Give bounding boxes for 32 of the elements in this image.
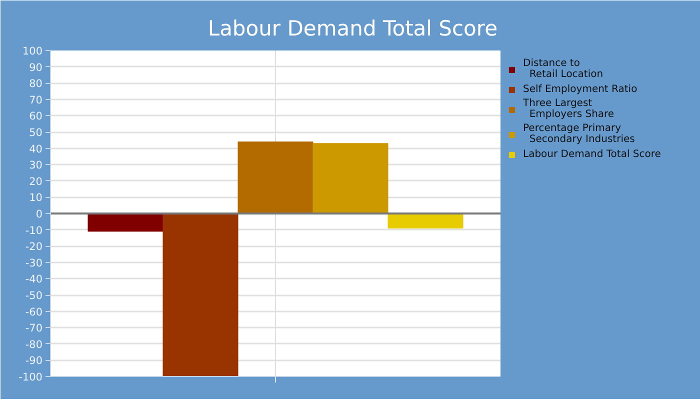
legend-label: Labour Demand Total Score xyxy=(523,148,661,160)
y-tick-label: 30 xyxy=(29,160,43,172)
y-tick-label: 80 xyxy=(29,78,43,90)
legend-label: Three Largest Employers Share xyxy=(523,98,614,120)
y-tick-label: -40 xyxy=(25,274,43,286)
bar xyxy=(162,213,238,376)
y-tick-label: -80 xyxy=(25,338,43,351)
bar xyxy=(312,143,388,214)
y-tick-label: -30 xyxy=(25,257,43,270)
y-tick-label: -60 xyxy=(25,306,43,318)
y-tick-label: -90 xyxy=(25,355,43,368)
y-tick-label: 20 xyxy=(29,176,43,188)
y-tick-label: 70 xyxy=(29,94,43,106)
legend-label: Percentage Primary Secondary Industries xyxy=(523,123,635,145)
bar xyxy=(238,142,314,214)
legend-label: Self Employment Ratio xyxy=(523,83,638,95)
y-tick-label: 50 xyxy=(29,127,43,139)
chart-title: Labour Demand Total Score xyxy=(208,16,498,40)
y-tick-label: 90 xyxy=(29,62,43,74)
y-tick-label: -20 xyxy=(25,241,43,254)
legend-label: Distance to Retail Location xyxy=(523,58,604,80)
bar xyxy=(88,213,164,232)
y-tick-label: -50 xyxy=(25,290,43,302)
y-tick-label: 40 xyxy=(29,143,43,156)
y-tick-label: 0 xyxy=(36,208,43,220)
bar xyxy=(388,213,464,228)
y-tick-label: 10 xyxy=(29,192,43,204)
y-tick-label: 100 xyxy=(22,46,43,58)
y-tick-label: 60 xyxy=(29,110,43,123)
y-tick-label: -70 xyxy=(25,322,43,335)
y-tick-label: -10 xyxy=(25,224,43,237)
y-tick-label: -100 xyxy=(18,372,43,384)
